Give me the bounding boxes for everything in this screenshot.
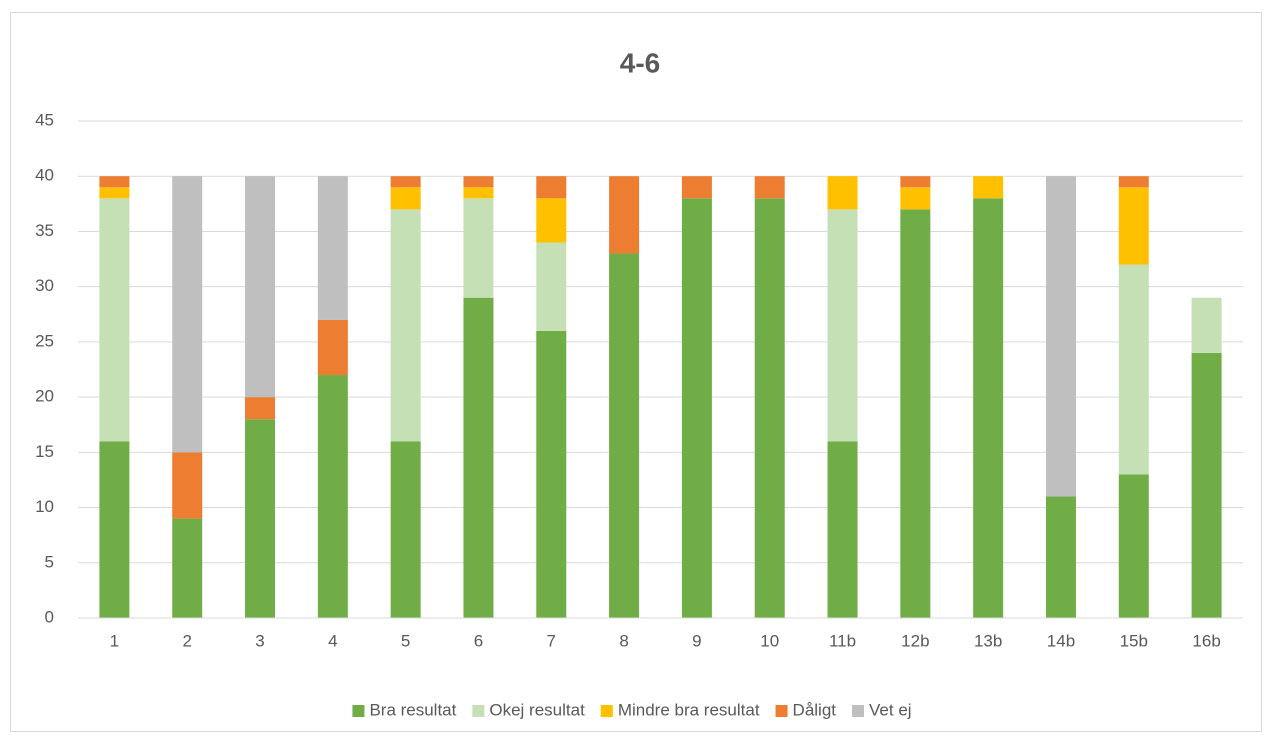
x-tick-label: 1 (110, 631, 119, 650)
bar-segment (827, 209, 858, 442)
bar-segment (1045, 496, 1076, 618)
bar-segment (973, 176, 1004, 199)
bar-segment (1191, 297, 1222, 353)
bar-segment (536, 198, 567, 243)
bar-segment (245, 397, 276, 420)
bar-segment (172, 176, 203, 453)
y-tick-label: 40 (35, 166, 54, 185)
x-tick-label: 11b (829, 631, 856, 650)
bar-segment (1191, 352, 1222, 618)
y-tick-label: 35 (35, 221, 54, 240)
x-tick-label: 14b (1047, 631, 1075, 650)
chart-title: 4-6 (620, 47, 660, 78)
y-tick-label: 20 (35, 387, 54, 406)
y-tick-label: 10 (35, 497, 54, 516)
x-tick-label: 6 (474, 631, 483, 650)
bar-segment (609, 176, 640, 254)
bar-segment (827, 176, 858, 210)
bar-segment (900, 176, 931, 188)
x-tick-label: 10 (760, 631, 779, 650)
bar-segment (317, 176, 348, 320)
bar-segment (99, 187, 130, 199)
legend-swatch (600, 705, 613, 717)
bar-segment (681, 198, 712, 619)
y-tick-label: 5 (45, 552, 54, 571)
bar-segment (317, 319, 348, 376)
y-tick-label: 25 (35, 331, 54, 350)
bar-segment (827, 441, 858, 618)
bar-segment (99, 198, 130, 442)
bar-segment (536, 330, 567, 618)
legend-label: Dåligt (793, 700, 837, 719)
legend-swatch (352, 705, 365, 717)
bar-segment (536, 176, 567, 199)
x-tick-label: 16b (1192, 631, 1220, 650)
legend-swatch (472, 705, 485, 717)
bar-segment (172, 452, 203, 519)
x-tick-label: 3 (255, 631, 264, 650)
bar-segment (317, 375, 348, 618)
y-tick-label: 0 (45, 607, 54, 626)
x-tick-label: 5 (401, 631, 410, 650)
bar-segment (245, 176, 276, 398)
legend-label: Vet ej (869, 700, 912, 719)
bar-segment (1118, 176, 1149, 188)
bar-segment (390, 209, 421, 442)
legend-label: Bra resultat (369, 700, 456, 719)
y-tick-label: 30 (35, 276, 54, 295)
bar-segment (900, 209, 931, 618)
x-tick-label: 15b (1120, 631, 1148, 650)
bar-segment (754, 198, 785, 619)
bar-segment (754, 176, 785, 199)
bar-segment (463, 187, 494, 199)
legend-label: Mindre bra resultat (618, 700, 760, 719)
legend-swatch (852, 705, 865, 717)
bar-segment (463, 176, 494, 188)
bar-segment (900, 187, 931, 210)
y-tick-label: 45 (35, 110, 54, 129)
y-tick-label: 15 (35, 442, 54, 461)
bar-segment (390, 176, 421, 188)
bar-segment (245, 419, 276, 618)
x-tick-label: 12b (901, 631, 929, 650)
legend-swatch (775, 705, 788, 717)
bar-segment (1118, 187, 1149, 265)
x-tick-label: 2 (182, 631, 191, 650)
bar-segment (973, 198, 1004, 619)
x-tick-label: 8 (619, 631, 628, 650)
bar-segment (609, 253, 640, 619)
bar-segment (463, 198, 494, 298)
bar-segment (1045, 176, 1076, 497)
bar-segment (536, 242, 567, 331)
x-tick-label: 4 (328, 631, 337, 650)
bar-segment (1118, 474, 1149, 618)
bar-segment (99, 176, 130, 188)
bar-segment (463, 297, 494, 618)
x-tick-label: 9 (692, 631, 701, 650)
bar-segment (390, 441, 421, 618)
bar-segment (1118, 264, 1149, 475)
bar-segment (390, 187, 421, 210)
bar-segment (172, 518, 203, 618)
x-tick-label: 13b (974, 631, 1002, 650)
bar-segment (99, 441, 130, 618)
x-tick-label: 7 (547, 631, 556, 650)
legend-label: Okej resultat (489, 700, 585, 719)
bar-segment (681, 176, 712, 199)
